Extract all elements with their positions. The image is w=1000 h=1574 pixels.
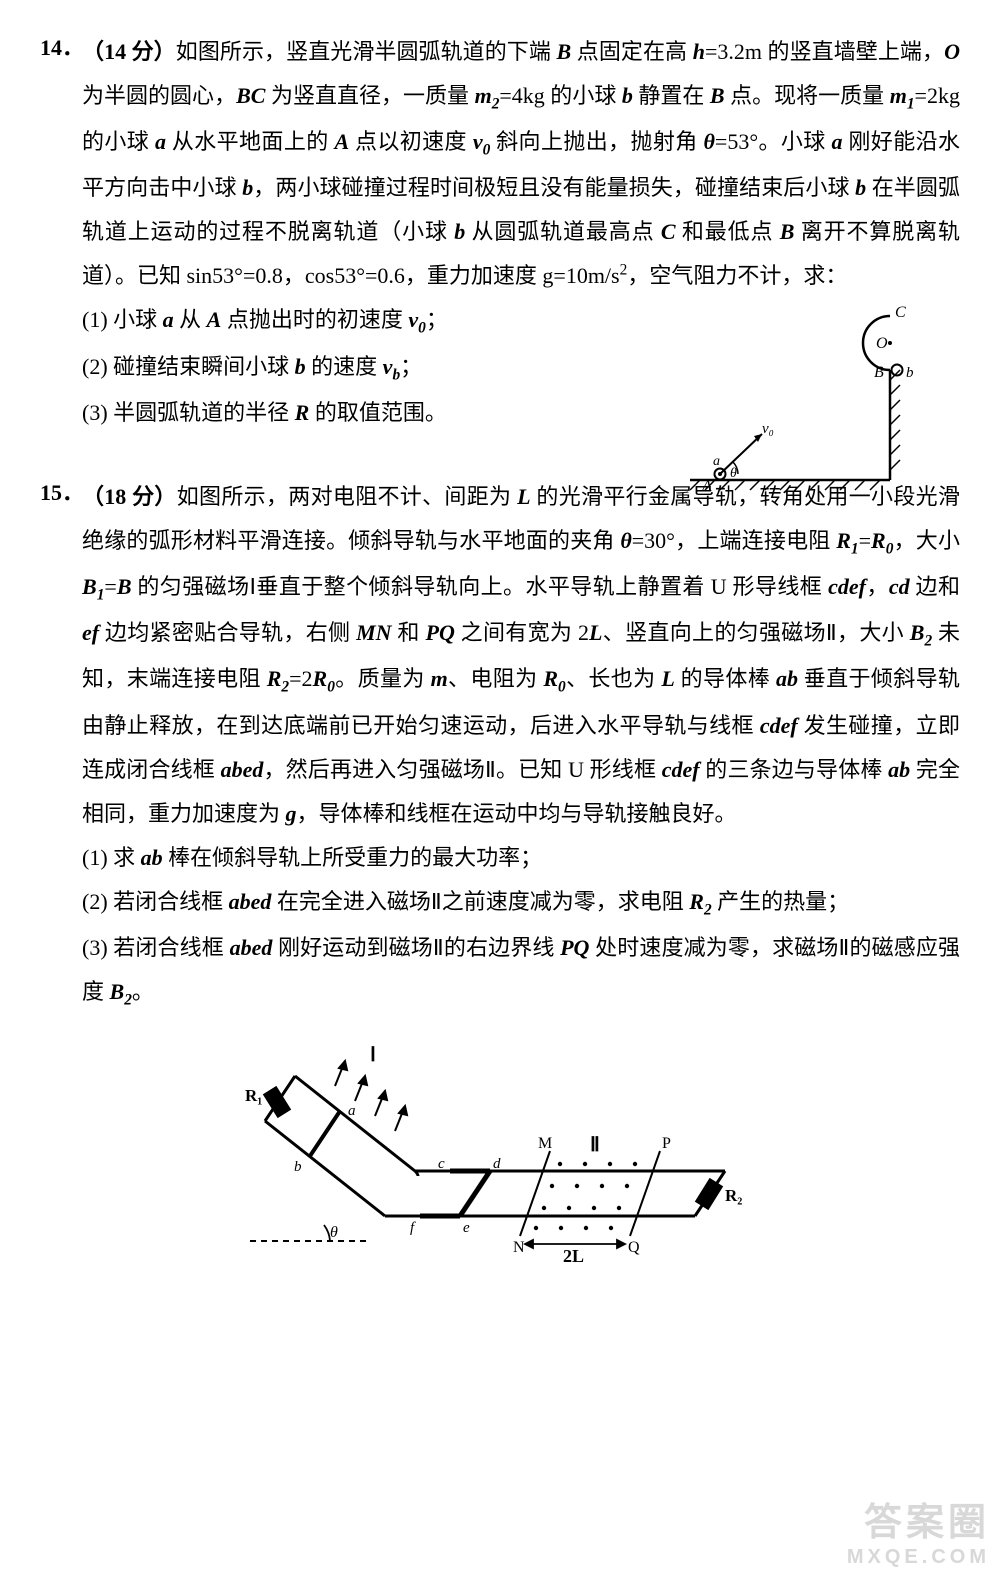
label-a15: a	[348, 1103, 356, 1119]
problem-14-points: （14 分）	[82, 39, 176, 64]
problem-15-number: 15．	[40, 475, 82, 507]
problem-15-paragraph: 如图所示，两对电阻不计、间距为 L 的光滑平行金属导轨，转角处用一小段光滑绝缘的…	[82, 484, 960, 826]
label-f: f	[410, 1220, 416, 1236]
label-C: C	[895, 305, 906, 321]
problem-15-text: （18 分）如图所示，两对电阻不计、间距为 L 的光滑平行金属导轨，转角处用一小…	[82, 475, 960, 1016]
bend-back	[415, 1171, 418, 1176]
v0-arrow-line	[720, 434, 762, 474]
problem-14-figure: O C b B a A v₀ θ	[690, 305, 930, 495]
problem-15-sub3: (3) 若闭合线框 abed 刚好运动到磁场Ⅱ的右边界线 PQ 处时速度减为零，…	[82, 926, 960, 1016]
point-O	[888, 341, 892, 345]
label-R1: R₁	[245, 1086, 262, 1105]
label-a: a	[713, 454, 720, 469]
label-M: M	[538, 1135, 552, 1152]
watermark-cn: 答案圈	[847, 1491, 990, 1546]
label-II: Ⅱ	[590, 1134, 600, 1156]
label-b15: b	[294, 1159, 302, 1175]
wall-hatch	[890, 370, 900, 470]
label-d: d	[493, 1156, 501, 1172]
label-I: Ⅰ	[370, 1044, 376, 1066]
label-B: B	[874, 364, 884, 381]
label-P: P	[662, 1135, 671, 1152]
problem-15-points: （18 分）	[82, 484, 177, 509]
line-MN	[520, 1151, 550, 1236]
watermark: 答案圈 MXQE.COM	[847, 1491, 990, 1569]
problem-14-paragraph: 如图所示，竖直光滑半圆弧轨道的下端 B 点固定在高 h=3.2m 的竖直墙壁上端…	[82, 39, 960, 288]
problem-15-body: 15． （18 分）如图所示，两对电阻不计、间距为 L 的光滑平行金属导轨，转角…	[40, 475, 960, 1016]
label-b: b	[906, 365, 914, 381]
problem-15-sub2: (2) 若闭合线框 abed 在完全进入磁场Ⅱ之前速度减为零，求电阻 R2 产生…	[82, 880, 960, 926]
bar-ab	[310, 1111, 340, 1156]
label-2L: 2L	[563, 1246, 584, 1266]
watermark-en: MXQE.COM	[847, 1546, 990, 1569]
label-R2: R₂	[725, 1186, 742, 1205]
label-e: e	[463, 1220, 470, 1236]
problem-14-number: 14．	[40, 30, 82, 62]
field-I-arrows	[335, 1061, 407, 1131]
problem-15: 15． （18 分）如图所示，两对电阻不计、间距为 L 的光滑平行金属导轨，转角…	[40, 475, 960, 1281]
label-O: O	[876, 335, 888, 352]
label-theta15: θ	[330, 1224, 338, 1241]
label-c: c	[438, 1156, 445, 1172]
problem-15-sub1: (1) 求 ab 棒在倾斜导轨上所受重力的最大功率；	[82, 836, 960, 880]
problem-14: 14． （14 分）如图所示，竖直光滑半圆弧轨道的下端 B 点固定在高 h=3.…	[40, 30, 960, 435]
problem-15-figure-wrap: θ R₁ a b Ⅰ	[40, 1026, 960, 1281]
frame-de	[460, 1171, 490, 1216]
label-v0: v₀	[762, 421, 774, 437]
label-N: N	[513, 1239, 525, 1256]
label-Q: Q	[628, 1239, 640, 1256]
problem-15-figure: θ R₁ a b Ⅰ	[220, 1026, 780, 1276]
